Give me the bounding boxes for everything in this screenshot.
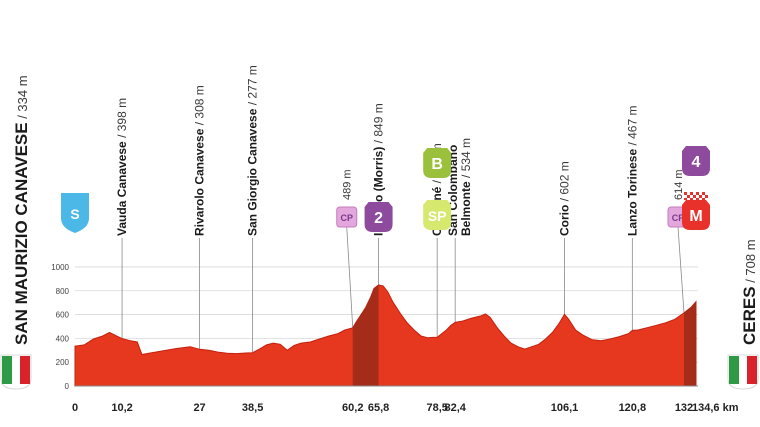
y-tick-label: 800 — [56, 287, 70, 296]
cp-leader-line — [677, 226, 685, 313]
badge-shape — [682, 146, 710, 176]
place-label-text: Rivarolo Canavese / 308 m — [193, 85, 207, 236]
x-tick-label: 78,5 — [426, 402, 447, 414]
badge-finish: M — [682, 192, 710, 230]
badge-shape — [682, 200, 710, 230]
finish-name-group: CERES / 708 m — [740, 239, 759, 345]
start-name-group: SAN MAURIZIO CANAVESE / 334 m — [12, 75, 31, 345]
start-badge: S — [61, 193, 89, 233]
badge-bonus: B — [423, 148, 452, 178]
start-name: SAN MAURIZIO CANAVESE / 334 m — [12, 75, 31, 345]
badge-kom: 2 — [364, 202, 393, 232]
badge-shape — [364, 202, 393, 232]
climb-segment — [684, 301, 696, 386]
badge-shape — [423, 148, 452, 178]
flag-red-stripe — [747, 356, 757, 384]
place-label-0: Vauda Canavese / 398 m — [115, 98, 129, 236]
x-tick-label: 134,6 km — [692, 402, 739, 414]
y-tick-label: 200 — [56, 358, 70, 367]
start-badge-shape — [61, 193, 89, 233]
place-altitude: / 467 m — [625, 106, 639, 149]
x-tick-label: 65,8 — [368, 402, 389, 414]
badge-label: 4 — [692, 154, 701, 171]
y-tick-label: 0 — [65, 382, 70, 391]
flag-red-stripe — [20, 356, 30, 384]
badge-sprint: SP — [423, 200, 452, 230]
finish-town: CERES — [740, 286, 759, 345]
place-label-text: Vauda Canavese / 398 m — [115, 98, 129, 236]
cp-altitude: 614 m — [673, 169, 685, 200]
x-tick-label: 60,2 — [342, 402, 363, 414]
place-name: San Giorgio Canavese — [246, 108, 260, 236]
start-altitude: / 334 m — [15, 75, 30, 122]
x-tick-label: 27 — [193, 402, 205, 414]
finish-italy-flag-icon — [727, 354, 759, 390]
finish-name: CERES / 708 m — [740, 239, 759, 345]
place-altitude: / 602 m — [558, 161, 572, 204]
x-tick-label: 0 — [72, 402, 78, 414]
badge-label: SP — [428, 208, 447, 224]
x-tick-label: 10,2 — [111, 402, 132, 414]
badge-label: M — [689, 208, 702, 225]
elevation-profile — [74, 284, 697, 387]
place-name: Corio — [558, 205, 572, 236]
badge-kom: 4 — [682, 146, 710, 176]
x-tick-label: 106,1 — [551, 402, 579, 414]
start-badge-label: S — [70, 206, 79, 222]
flag-green-stripe — [729, 356, 739, 384]
climb-segment — [352, 284, 379, 386]
badge-label: B — [431, 156, 443, 173]
cp-leader-line — [346, 226, 354, 328]
place-name-line2: Belmonte / 534 m — [459, 138, 473, 236]
place-name: Vauda Canavese — [115, 141, 129, 236]
place-label-1: Rivarolo Canavese / 308 m — [193, 85, 207, 236]
y-tick-label: 1000 — [51, 263, 69, 272]
x-tick-label: 132 — [675, 402, 693, 414]
start-italy-flag-icon — [0, 354, 32, 390]
place-altitude: / 398 m — [115, 98, 129, 141]
finish-checker — [684, 192, 708, 200]
place-altitude: / 849 m — [372, 103, 386, 146]
place-name: Rivarolo Canavese — [193, 128, 207, 236]
x-tick-label: 82,4 — [444, 402, 466, 414]
badge-shape — [423, 200, 452, 230]
x-tick-label: 120,8 — [619, 402, 647, 414]
place-label-7: Lanzo Torinese / 467 m — [625, 106, 639, 236]
place-name-second: Belmonte — [459, 181, 473, 236]
place-altitude: / 308 m — [193, 85, 207, 128]
cp-badge-box — [336, 206, 358, 228]
flag-green-stripe — [2, 356, 12, 384]
place-name: Lanzo Torinese — [625, 149, 639, 236]
start-town: SAN MAURIZIO CANAVESE — [12, 122, 31, 345]
badge-label: 2 — [374, 210, 383, 227]
place-label-text: Lanzo Torinese / 467 m — [625, 106, 639, 236]
place-label-6: Corio / 602 m — [558, 161, 572, 236]
cp-badge-label: CP — [340, 213, 353, 223]
cp-badge-label: CP — [672, 213, 685, 223]
cp-altitude-group: 614 m — [673, 169, 685, 200]
place-label-text: San Giorgio Canavese / 277 m — [246, 65, 260, 236]
cp-altitude: 489 m — [342, 169, 354, 200]
place-altitude: / 534 m — [459, 138, 473, 181]
place-altitude: / 277 m — [246, 65, 260, 108]
place-label-2: San Giorgio Canavese / 277 m — [246, 65, 260, 236]
cp-altitude-group: 489 m — [342, 169, 354, 200]
place-label-text: Corio / 602 m — [558, 161, 572, 236]
y-tick-label: 600 — [56, 311, 70, 320]
finish-altitude: / 708 m — [743, 239, 758, 286]
y-tick-label: 400 — [56, 334, 70, 343]
cp-marker: CP — [336, 206, 358, 228]
x-tick-label: 38,5 — [242, 402, 263, 414]
